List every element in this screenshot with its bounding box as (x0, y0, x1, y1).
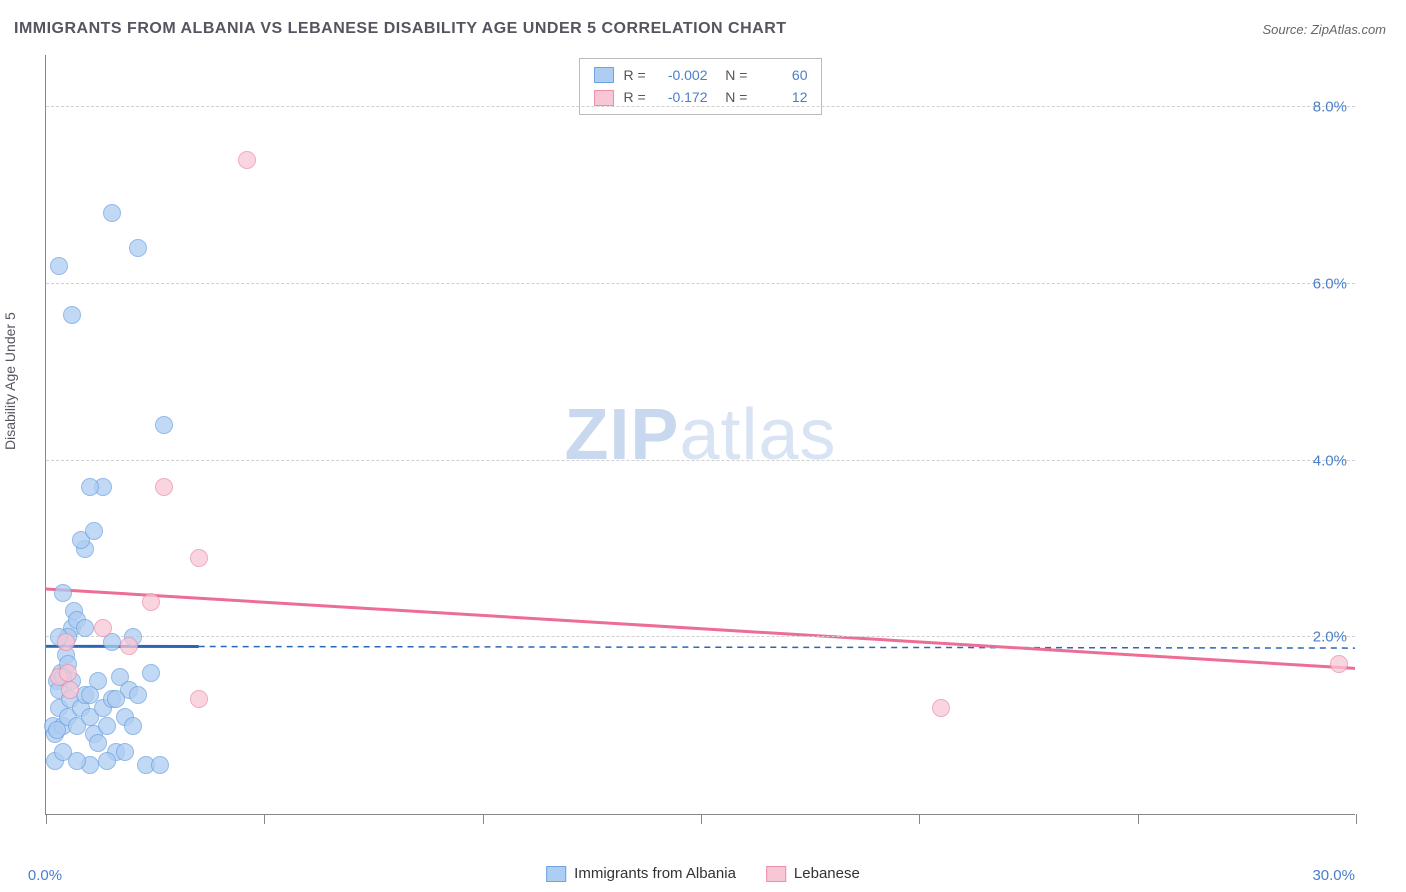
y-tick-label: 6.0% (1313, 275, 1347, 292)
legend-item: Lebanese (766, 865, 860, 882)
scatter-point (59, 664, 77, 682)
scatter-point (142, 664, 160, 682)
legend-series: Immigrants from Albania Lebanese (546, 865, 860, 882)
scatter-point (98, 752, 116, 770)
watermark: ZIPatlas (564, 394, 836, 476)
scatter-point (103, 204, 121, 222)
scatter-point (190, 549, 208, 567)
scatter-point (932, 699, 950, 717)
y-axis-label: Disability Age Under 5 (2, 312, 18, 450)
scatter-point (81, 686, 99, 704)
y-tick-label: 8.0% (1313, 99, 1347, 116)
scatter-point (94, 619, 112, 637)
scatter-point (151, 756, 169, 774)
scatter-point (1330, 655, 1348, 673)
scatter-point (142, 593, 160, 611)
legend-label: Lebanese (794, 865, 860, 882)
watermark-atlas: atlas (679, 395, 836, 475)
gridline (46, 460, 1355, 461)
x-tick (1138, 814, 1139, 824)
scatter-point (155, 416, 173, 434)
scatter-point (98, 717, 116, 735)
source-attribution: Source: ZipAtlas.com (1262, 22, 1386, 37)
x-tick (919, 814, 920, 824)
scatter-point (57, 633, 75, 651)
scatter-point (89, 734, 107, 752)
trend-lines (46, 55, 1355, 814)
x-tick (46, 814, 47, 824)
scatter-point (129, 239, 147, 257)
scatter-point (155, 478, 173, 496)
x-axis-min-label: 0.0% (28, 867, 62, 884)
scatter-point (81, 478, 99, 496)
watermark-zip: ZIP (564, 395, 679, 475)
legend-n-value: 60 (757, 64, 807, 86)
legend-label: Immigrants from Albania (574, 865, 736, 882)
y-tick-label: 2.0% (1313, 629, 1347, 646)
legend-r-label: R = (624, 64, 648, 86)
x-tick (1356, 814, 1357, 824)
y-tick-label: 4.0% (1313, 452, 1347, 469)
legend-swatch (594, 67, 614, 83)
x-tick (264, 814, 265, 824)
legend-swatch (594, 90, 614, 106)
chart-title: IMMIGRANTS FROM ALBANIA VS LEBANESE DISA… (14, 20, 787, 38)
legend-r-value: -0.002 (658, 64, 708, 86)
x-tick (483, 814, 484, 824)
scatter-point (124, 717, 142, 735)
scatter-point (129, 686, 147, 704)
scatter-point (68, 752, 86, 770)
scatter-point (107, 690, 125, 708)
legend-swatch (766, 866, 786, 882)
legend-swatch (546, 866, 566, 882)
x-axis-max-label: 30.0% (1312, 867, 1355, 884)
scatter-point (116, 743, 134, 761)
gridline (46, 106, 1355, 107)
legend-n-label: N = (718, 64, 748, 86)
plot-area: ZIPatlas R =-0.002 N =60R =-0.172 N =12 … (45, 55, 1355, 815)
scatter-point (61, 681, 79, 699)
scatter-point (238, 151, 256, 169)
gridline (46, 283, 1355, 284)
x-tick (701, 814, 702, 824)
scatter-point (120, 637, 138, 655)
scatter-point (54, 584, 72, 602)
scatter-point (190, 690, 208, 708)
legend-item: Immigrants from Albania (546, 865, 736, 882)
legend-stats-row: R = -0.002 N = 60 (594, 64, 808, 86)
scatter-point (76, 619, 94, 637)
gridline (46, 636, 1355, 637)
scatter-point (85, 522, 103, 540)
scatter-point (63, 306, 81, 324)
scatter-point (50, 257, 68, 275)
